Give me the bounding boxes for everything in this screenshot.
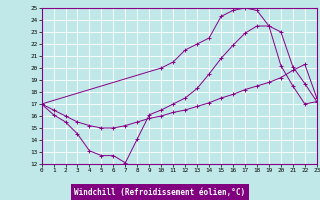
Text: Windchill (Refroidissement éolien,°C): Windchill (Refroidissement éolien,°C): [75, 188, 245, 196]
